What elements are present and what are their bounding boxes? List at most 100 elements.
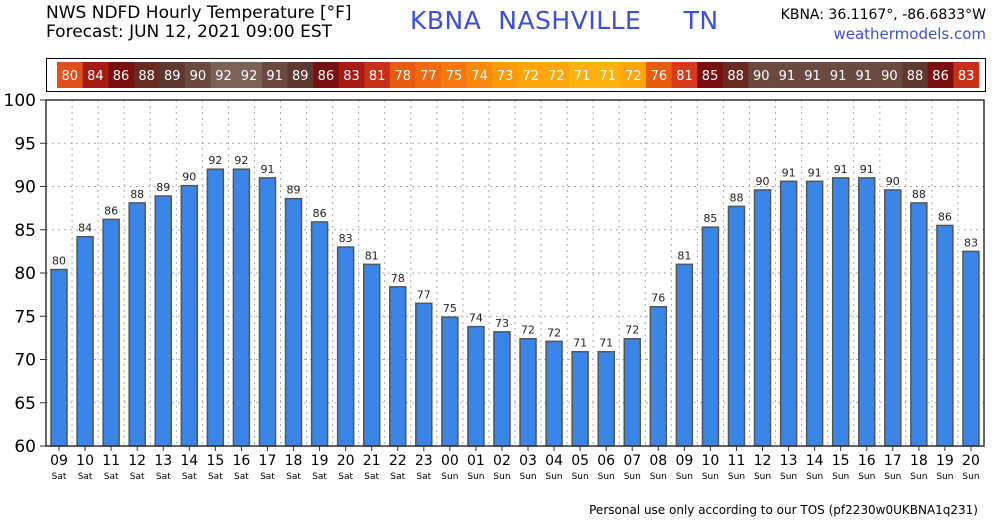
strip-cell <box>774 62 801 88</box>
strip-cell-label: 88 <box>727 69 744 84</box>
site-link[interactable]: weathermodels.com <box>833 25 986 43</box>
y-tick-label: 85 <box>14 221 36 241</box>
bar-value-label: 88 <box>130 188 144 201</box>
bar <box>701 226 720 447</box>
x-tick-label: 10 <box>702 453 720 469</box>
strip-cell <box>748 62 775 88</box>
x-day-label: Sun <box>910 472 927 482</box>
x-day-label: Sat <box>312 472 327 482</box>
strip-cell-label: 83 <box>958 69 975 84</box>
strip-cell <box>236 62 263 88</box>
x-day-label: Sat <box>156 472 171 482</box>
x-tick-label: 22 <box>389 453 407 469</box>
strip-cell-label: 85 <box>702 69 719 84</box>
bar <box>779 180 798 447</box>
x-day-label: Sat <box>52 472 67 482</box>
x-tick-label: 05 <box>571 453 589 469</box>
bar-value-label: 88 <box>912 188 926 201</box>
bar-value-label: 86 <box>104 204 118 217</box>
x-tick-label: 03 <box>519 453 537 469</box>
bar <box>128 202 146 447</box>
bar <box>936 224 954 447</box>
x-tick-label: 02 <box>493 453 511 469</box>
strip-cell <box>799 62 826 88</box>
x-day-label: Sun <box>546 472 563 482</box>
bar <box>571 350 589 447</box>
strip-cell-label: 92 <box>215 69 232 84</box>
x-tick-label: 08 <box>649 453 667 469</box>
strip-cell-label: 88 <box>907 69 924 84</box>
bar-value-label: 76 <box>651 292 665 305</box>
x-day-label: Sun <box>598 472 615 482</box>
y-tick-label: 80 <box>14 264 36 284</box>
strip-cell-label: 72 <box>625 69 642 84</box>
footer-note: Personal use only according to our TOS (… <box>589 503 978 517</box>
x-tick-label: 00 <box>441 453 459 469</box>
strip-cell-label: 81 <box>676 69 693 84</box>
x-tick-label: 12 <box>128 453 146 469</box>
strip-cell-label: 84 <box>87 69 104 84</box>
x-day-label: Sun <box>858 472 875 482</box>
x-tick-label: 04 <box>545 453 563 469</box>
x-day-label: Sat <box>208 472 223 482</box>
bar <box>50 268 68 447</box>
bar <box>180 184 199 447</box>
title-line-2: Forecast: JUN 12, 2021 09:00 EST <box>46 22 333 42</box>
strip-cell <box>492 62 519 88</box>
bar <box>310 221 329 447</box>
y-tick-label: 75 <box>14 307 36 327</box>
x-tick-label: 20 <box>962 453 980 469</box>
bar-value-label: 81 <box>365 249 379 262</box>
strip-cell-label: 81 <box>369 69 386 84</box>
strip-cell <box>82 62 109 88</box>
bar <box>727 205 746 447</box>
y-tick-label: 90 <box>14 178 36 198</box>
x-day-label: Sun <box>728 472 745 482</box>
bar-value-label: 83 <box>964 236 978 249</box>
x-day-label: Sun <box>884 472 901 482</box>
x-tick-label: 17 <box>259 453 277 469</box>
x-tick-label: 19 <box>936 453 954 469</box>
bar <box>545 340 563 447</box>
strip-cell <box>671 62 698 88</box>
strip-cell-label: 72 <box>523 69 540 84</box>
bar <box>858 177 876 447</box>
x-day-label: Sun <box>572 472 589 482</box>
x-tick-label: 09 <box>50 453 68 469</box>
x-day-label: Sun <box>832 472 849 482</box>
bar <box>154 195 172 447</box>
strip-cell-label: 83 <box>343 69 360 84</box>
x-tick-label: 15 <box>206 453 224 469</box>
x-tick-label: 13 <box>154 453 172 469</box>
y-tick-label: 70 <box>14 351 36 371</box>
bar-value-label: 77 <box>417 288 431 301</box>
strip-cell <box>364 62 391 88</box>
bar-value-label: 71 <box>599 337 613 350</box>
strip-cell <box>569 62 596 88</box>
x-tick-label: 01 <box>467 453 485 469</box>
strip-cell-label: 86 <box>932 69 949 84</box>
bar <box>962 250 980 447</box>
chart-title: NWS NDFD Hourly Temperature [°F] Forecas… <box>46 4 352 42</box>
bar-value-label: 91 <box>860 163 874 176</box>
bar-value-label: 91 <box>782 166 796 179</box>
bar-value-label: 92 <box>234 154 248 167</box>
bar-value-label: 86 <box>938 210 952 223</box>
x-day-label: Sun <box>806 472 823 482</box>
strip-cell <box>415 62 442 88</box>
strip-cell <box>594 62 621 88</box>
x-tick-label: 14 <box>806 453 824 469</box>
bar <box>884 189 902 447</box>
x-tick-label: 12 <box>754 453 772 469</box>
x-day-label: Sun <box>493 472 510 482</box>
bar-value-label: 86 <box>313 207 327 220</box>
strip-cell-label: 75 <box>446 69 463 84</box>
x-tick-label: 17 <box>884 453 902 469</box>
x-day-label: Sat <box>416 472 431 482</box>
bar-value-label: 90 <box>886 175 900 188</box>
strip-cell-label: 91 <box>855 69 872 84</box>
bar-value-label: 92 <box>208 154 222 167</box>
bar <box>519 337 537 447</box>
strip-cell <box>620 62 647 88</box>
x-tick-label: 13 <box>780 453 798 469</box>
